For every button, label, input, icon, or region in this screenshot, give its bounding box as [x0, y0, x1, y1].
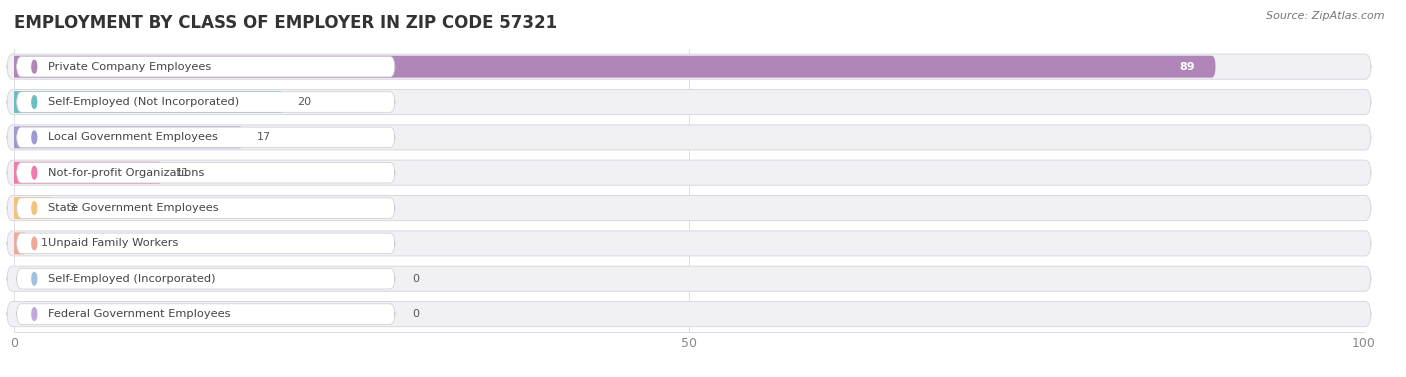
FancyBboxPatch shape [7, 302, 1371, 326]
Text: 0: 0 [412, 274, 419, 284]
Circle shape [32, 272, 37, 285]
Text: 0: 0 [412, 309, 419, 319]
Text: 20: 20 [298, 97, 312, 107]
FancyBboxPatch shape [17, 268, 395, 289]
Text: 11: 11 [176, 168, 190, 178]
FancyBboxPatch shape [17, 198, 395, 218]
Text: Federal Government Employees: Federal Government Employees [48, 309, 231, 319]
Text: 3: 3 [67, 203, 75, 213]
FancyBboxPatch shape [10, 197, 55, 219]
FancyBboxPatch shape [17, 162, 395, 183]
Text: 1: 1 [41, 238, 48, 248]
Circle shape [32, 166, 37, 179]
FancyBboxPatch shape [17, 233, 395, 254]
Text: Unpaid Family Workers: Unpaid Family Workers [48, 238, 179, 248]
Text: Source: ZipAtlas.com: Source: ZipAtlas.com [1267, 11, 1385, 21]
Text: Self-Employed (Incorporated): Self-Employed (Incorporated) [48, 274, 215, 284]
Text: Local Government Employees: Local Government Employees [48, 132, 218, 143]
FancyBboxPatch shape [7, 160, 1371, 185]
FancyBboxPatch shape [10, 162, 163, 184]
FancyBboxPatch shape [17, 127, 395, 148]
FancyBboxPatch shape [7, 231, 1371, 256]
Text: EMPLOYMENT BY CLASS OF EMPLOYER IN ZIP CODE 57321: EMPLOYMENT BY CLASS OF EMPLOYER IN ZIP C… [14, 14, 557, 32]
Text: Self-Employed (Not Incorporated): Self-Employed (Not Incorporated) [48, 97, 239, 107]
Circle shape [32, 131, 37, 144]
Text: Private Company Employees: Private Company Employees [48, 62, 211, 72]
FancyBboxPatch shape [7, 89, 1371, 115]
FancyBboxPatch shape [10, 91, 284, 113]
FancyBboxPatch shape [10, 233, 28, 254]
FancyBboxPatch shape [17, 57, 395, 77]
Circle shape [32, 237, 37, 250]
Circle shape [32, 308, 37, 320]
Circle shape [32, 96, 37, 109]
Text: 17: 17 [257, 132, 271, 143]
Circle shape [32, 202, 37, 215]
FancyBboxPatch shape [7, 54, 1371, 79]
FancyBboxPatch shape [17, 92, 395, 112]
FancyBboxPatch shape [10, 56, 1215, 78]
Text: Not-for-profit Organizations: Not-for-profit Organizations [48, 168, 204, 178]
Text: 89: 89 [1180, 62, 1195, 72]
FancyBboxPatch shape [10, 126, 243, 148]
Circle shape [32, 60, 37, 73]
FancyBboxPatch shape [7, 266, 1371, 291]
FancyBboxPatch shape [7, 125, 1371, 150]
Text: State Government Employees: State Government Employees [48, 203, 218, 213]
FancyBboxPatch shape [17, 304, 395, 324]
FancyBboxPatch shape [7, 196, 1371, 221]
